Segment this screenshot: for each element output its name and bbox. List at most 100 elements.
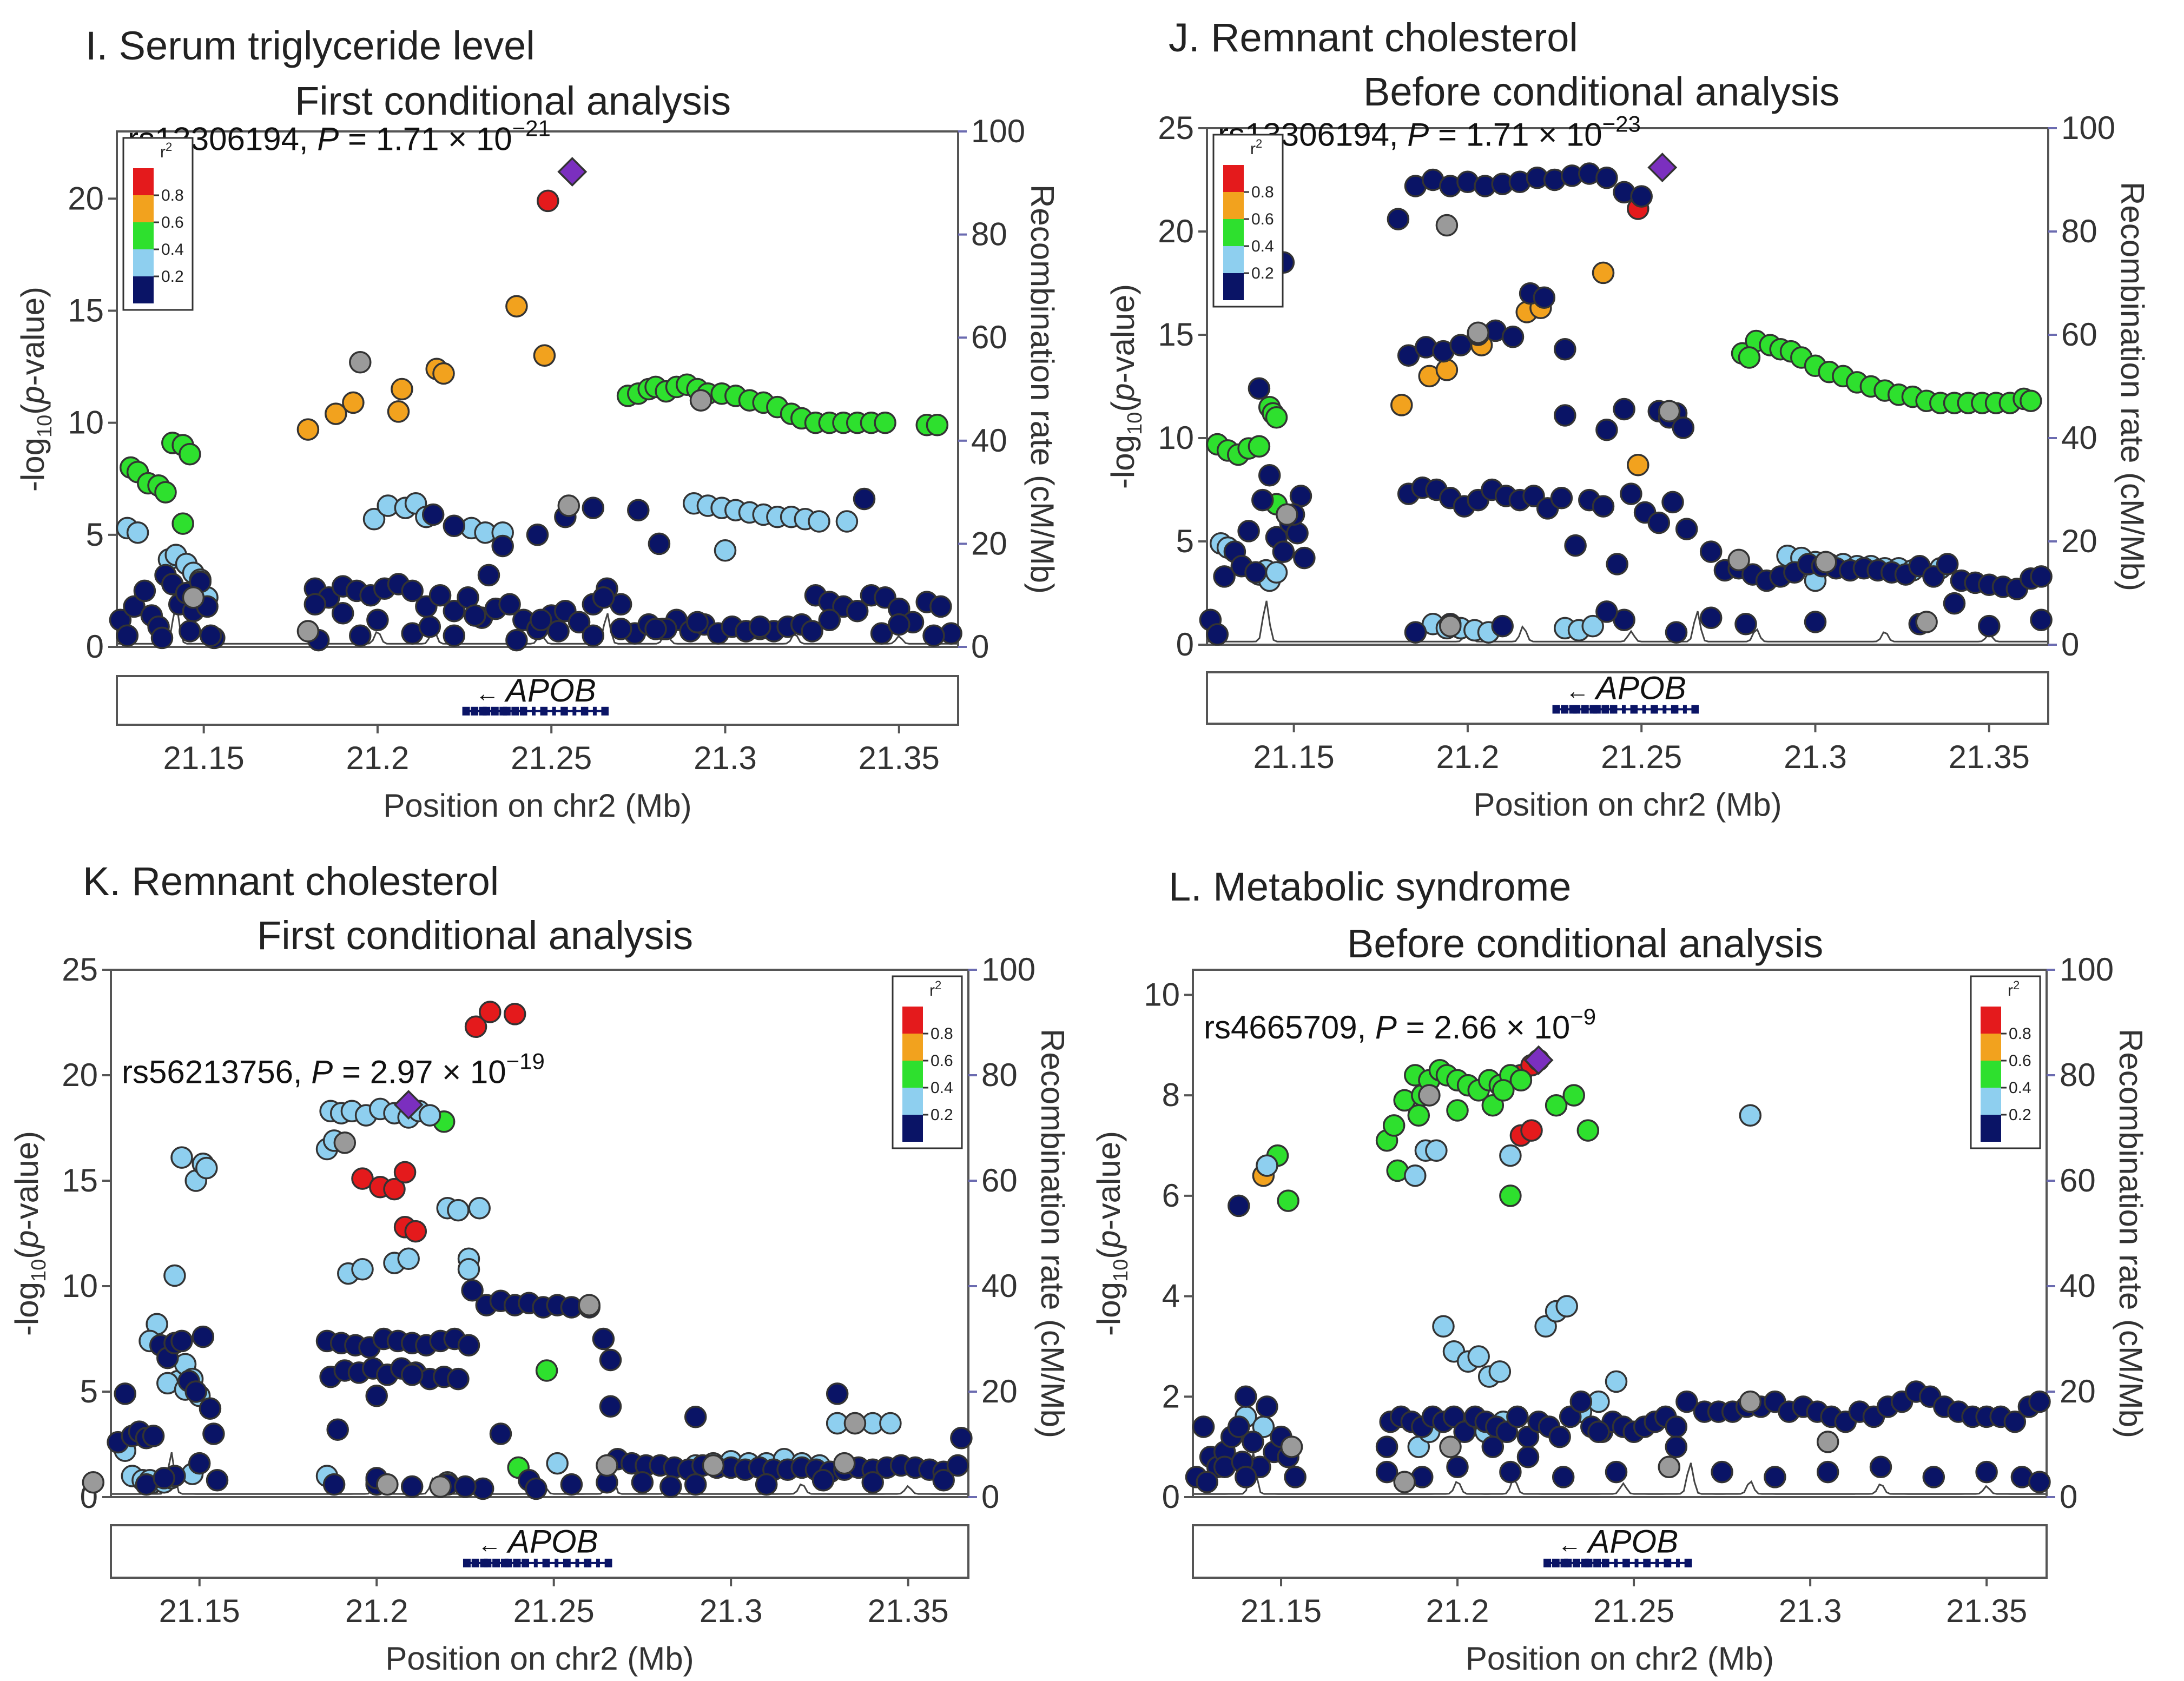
snp-point-navy: [1699, 606, 1723, 630]
x-tick-label: 21.15: [163, 740, 245, 776]
x-tick-label: 21.35: [868, 1593, 949, 1629]
ylabel-text: (: [1091, 1248, 1127, 1259]
x-tick-label: 21.25: [511, 740, 592, 776]
x-tick-label: 21.15: [159, 1593, 240, 1629]
snp-point-green: [1382, 1114, 1406, 1137]
snp-point-orange: [1627, 453, 1649, 476]
panel-title: I. Serum triglyceride level: [85, 23, 535, 68]
y2-axis-title: Recombination rate (cM/Mb): [1034, 1029, 1071, 1438]
snp-point-grey: [82, 1471, 105, 1494]
snp-point-navy: [1665, 1415, 1688, 1438]
snp-point-navy: [1550, 487, 1573, 509]
x-tick-label: 21.35: [1946, 1593, 2027, 1629]
snp-point-grey: [1439, 614, 1462, 638]
snp-point-green: [1492, 1079, 1515, 1102]
ylabel-text: -value): [15, 287, 51, 386]
gene-exon: [1573, 705, 1581, 714]
snp-point-lightblue: [170, 1146, 193, 1169]
gene-exon: [533, 1558, 538, 1567]
snp-point-grey: [1739, 1390, 1762, 1413]
snp-point-navy: [1606, 553, 1628, 575]
snp-point-red: [383, 1177, 406, 1201]
gene-exon: [1552, 1558, 1560, 1567]
gene-exon: [1654, 705, 1658, 714]
lead-snp-annotation: rs13306194, P = 1.71 × 10−21: [128, 116, 551, 157]
snp-point-navy: [609, 618, 632, 640]
snp-point-lightblue: [808, 510, 830, 533]
snp-point-red: [351, 1167, 374, 1190]
x-tick-label: 21.2: [346, 740, 410, 776]
snp-point-navy: [1620, 482, 1642, 505]
y2-tick-label: 60: [2061, 316, 2097, 353]
snp-point-navy: [1548, 1425, 1571, 1448]
snp-point-grey: [296, 620, 320, 643]
snp-point-lightblue: [447, 1199, 470, 1222]
gene-exon: [1691, 705, 1695, 714]
x-tick-label: 21.2: [1436, 739, 1500, 775]
gene-exon: [1614, 1558, 1618, 1567]
panel-subtitle: Before conditional analysis: [1347, 921, 1823, 966]
snp-point-navy: [568, 611, 591, 634]
x-tick-label: 21.3: [694, 740, 757, 776]
snp-point-navy: [929, 595, 952, 618]
snp-point-navy: [447, 1367, 470, 1391]
y2-tick-label: 80: [981, 1057, 1018, 1093]
snp-point-navy: [1237, 520, 1260, 542]
snp-point-green: [1265, 406, 1288, 429]
snp-point-navy: [1922, 1466, 1945, 1488]
lead-snp-name: rs56213756,: [122, 1054, 311, 1090]
snp-point-navy: [684, 1406, 707, 1428]
legend-swatch-navy: [1981, 1115, 2001, 1142]
snp-point-navy: [582, 624, 605, 647]
snp-point-grey: [1435, 214, 1459, 237]
snp-point-navy: [599, 1395, 622, 1418]
legend-label: 0.8: [2009, 1025, 2031, 1043]
x-axis-title: Position on chr2 (Mb): [1473, 786, 1781, 823]
x-tick-label: 21.25: [1593, 1593, 1674, 1629]
x-tick-label: 21.3: [700, 1593, 763, 1629]
panel-subtitle: First conditional analysis: [257, 913, 693, 958]
snp-point-navy: [811, 1469, 835, 1492]
snp-point-navy: [1764, 1466, 1786, 1488]
panel-1: I. Serum triglyceride level First conditi…: [15, 23, 1060, 824]
snp-point-navy: [870, 622, 893, 645]
snp-point-grey: [596, 1454, 618, 1477]
snp-point-lightblue: [468, 1196, 491, 1220]
r2-legend: r2 0.8 0.6 0.4 0.2: [892, 975, 963, 1149]
snp-point-navy: [1375, 1460, 1398, 1484]
snp-point-green: [535, 1359, 558, 1382]
lead-snp-exponent: −9: [1570, 1004, 1596, 1029]
gene-exon: [1688, 1558, 1692, 1567]
snp-point-navy: [1569, 1390, 1593, 1413]
y2-tick-label: 80: [2061, 213, 2097, 249]
y-tick-label: 20: [1158, 213, 1194, 249]
snp-point-navy: [418, 615, 441, 638]
y-tick-label: 10: [1144, 976, 1180, 1012]
gene-exon: [1667, 1558, 1672, 1567]
gene-exon: [1543, 1558, 1552, 1567]
snp-point-navy: [331, 602, 354, 625]
lead-snp-annotation: rs4665709, P = 2.66 × 10−9: [1204, 1004, 1596, 1045]
snp-point-navy: [1453, 1420, 1476, 1444]
snp-point-navy: [202, 1422, 225, 1445]
ylabel-italic: p: [15, 386, 51, 405]
snp-point-navy: [1647, 511, 1671, 534]
snp-point-navy: [1587, 1420, 1610, 1444]
snp-point-navy: [184, 1380, 207, 1403]
snp-point-navy: [1595, 600, 1618, 623]
snp-point-navy: [428, 584, 452, 607]
y-tick-label: 20: [62, 1057, 98, 1093]
snp-point-grey: [1658, 400, 1681, 423]
snp-point-navy: [1235, 1385, 1257, 1408]
y2-tick-label: 60: [981, 1162, 1018, 1199]
snp-point-lightblue: [163, 1264, 186, 1287]
snp-point-grey: [1418, 1084, 1441, 1107]
gene-label: ← APOB: [1558, 1523, 1678, 1559]
ylabel-text: -log: [9, 1282, 45, 1336]
gene-exon: [542, 1558, 546, 1567]
snp-point-orange: [1592, 261, 1615, 284]
snp-point-orange: [296, 418, 320, 441]
snp-point-red: [537, 189, 559, 213]
snp-point-green: [2020, 389, 2042, 412]
snp-point-navy: [686, 611, 709, 634]
